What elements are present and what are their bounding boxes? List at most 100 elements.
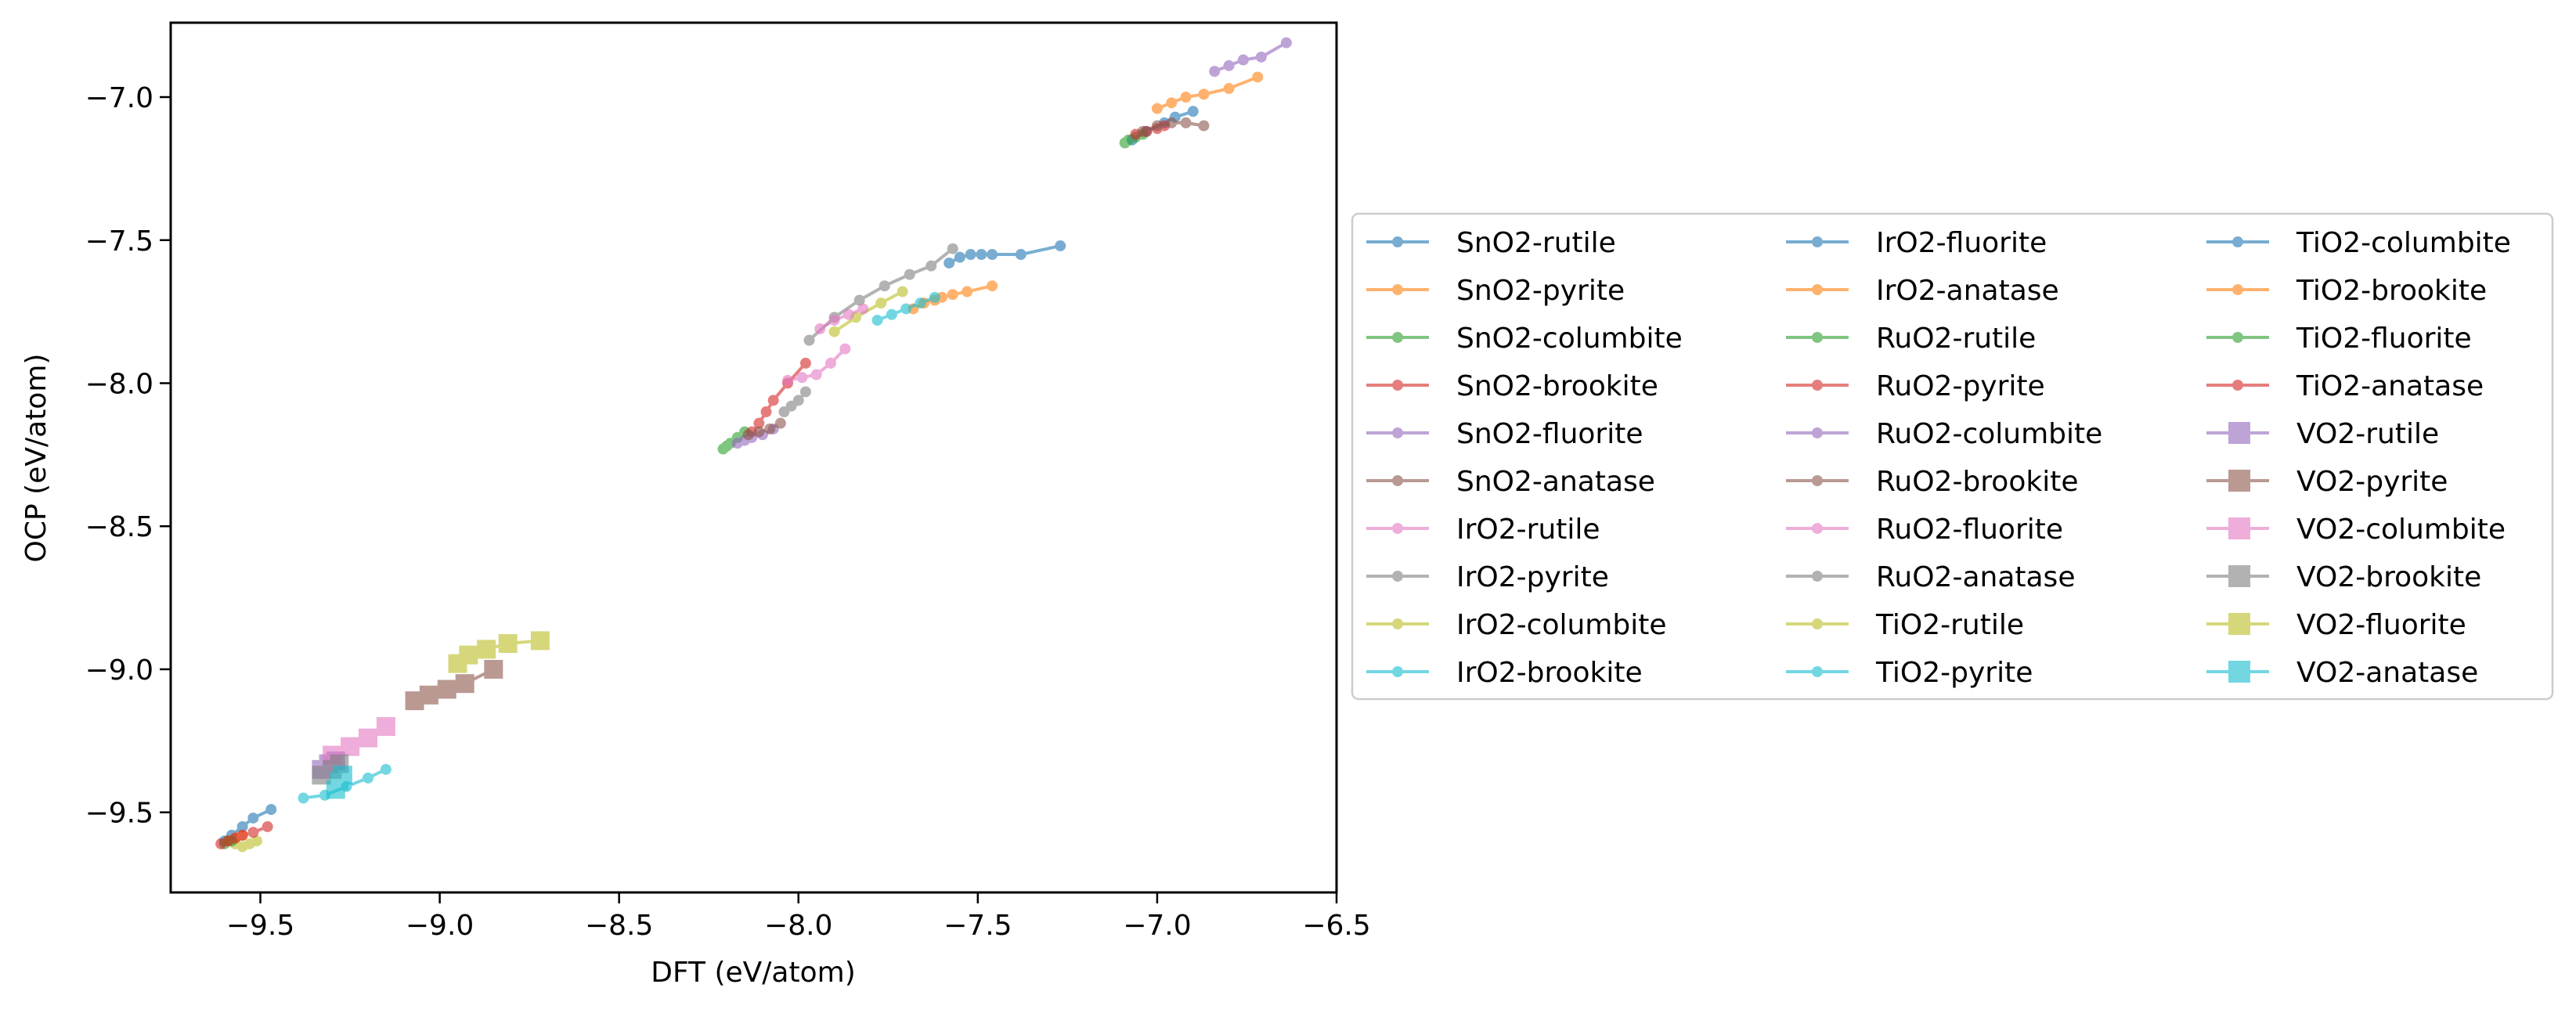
data-point xyxy=(879,280,890,292)
data-point xyxy=(799,386,811,398)
legend-swatch-marker xyxy=(1812,618,1823,629)
legend-swatch-marker xyxy=(2228,470,2250,492)
series-line xyxy=(833,290,904,333)
legend-label: TiO2-brookite xyxy=(2296,275,2487,307)
data-point xyxy=(857,303,869,315)
legend-swatch xyxy=(1786,332,1849,343)
legend-label: TiO2-columbite xyxy=(2296,227,2511,259)
data-point xyxy=(1137,125,1149,137)
data-point xyxy=(943,257,955,269)
legend-label: SnO2-pyrite xyxy=(1456,275,1625,307)
data-point xyxy=(925,260,937,272)
data-point xyxy=(875,297,887,309)
legend-item: IrO2-anatase xyxy=(1786,275,2059,307)
legend-label: VO2-columbite xyxy=(2296,514,2506,546)
data-point xyxy=(803,334,815,346)
legend-label: RuO2-rutile xyxy=(1876,323,2036,355)
legend-swatch xyxy=(1786,236,1849,247)
data-point xyxy=(839,343,851,355)
data-point xyxy=(477,640,496,659)
data-point xyxy=(742,429,754,441)
legend-swatch xyxy=(1786,618,1849,629)
legend-label: SnO2-rutile xyxy=(1456,227,1616,259)
legend-item: TiO2-fluorite xyxy=(2206,323,2472,355)
legend-item: IrO2-fluorite xyxy=(1786,227,2047,259)
legend-swatch xyxy=(2206,661,2269,683)
legend-swatch-marker xyxy=(2228,565,2250,587)
legend-item: RuO2-rutile xyxy=(1786,323,2036,355)
data-point xyxy=(954,251,965,263)
legend-swatch xyxy=(2206,236,2269,247)
legend-item: RuO2-anatase xyxy=(1786,561,2075,593)
data-point xyxy=(236,820,248,832)
data-point xyxy=(810,369,822,380)
legend-item: TiO2-columbite xyxy=(2206,227,2511,259)
legend-item: SnO2-pyrite xyxy=(1366,275,1625,307)
legend-label: IrO2-fluorite xyxy=(1876,227,2047,259)
legend-label: IrO2-brookite xyxy=(1456,657,1643,689)
data-point xyxy=(530,631,550,651)
data-point xyxy=(871,315,883,326)
x-tick-label: −9.0 xyxy=(406,910,474,942)
data-point xyxy=(825,357,837,369)
data-point xyxy=(265,804,277,816)
legend-swatch xyxy=(1786,284,1849,295)
data-point xyxy=(792,395,804,406)
legend-swatch-marker xyxy=(1812,571,1823,582)
legend-item: SnO2-rutile xyxy=(1366,227,1616,259)
data-point xyxy=(897,286,908,297)
data-point xyxy=(484,659,503,679)
legend-label: VO2-brookite xyxy=(2296,561,2481,593)
legend-swatch-marker xyxy=(1812,380,1823,391)
legend-swatch xyxy=(2206,565,2269,587)
legend-swatch xyxy=(1366,571,1429,582)
data-point xyxy=(828,315,840,326)
legend-swatch xyxy=(2206,380,2269,391)
legend-swatch-marker xyxy=(1812,475,1823,486)
legend-swatch-marker xyxy=(2228,613,2250,635)
legend-swatch xyxy=(1366,284,1429,295)
data-point xyxy=(362,772,373,784)
legend-swatch-marker xyxy=(1812,236,1823,247)
data-point xyxy=(886,308,897,320)
legend-swatch xyxy=(2206,517,2269,539)
legend-swatch-marker xyxy=(1392,236,1403,247)
legend-swatch xyxy=(1786,475,1849,486)
series-IrO2-brookite xyxy=(871,291,940,326)
legend-swatch-marker xyxy=(2228,517,2250,539)
legend-swatch xyxy=(1366,380,1429,391)
legend-item: VO2-fluorite xyxy=(2206,609,2466,641)
legend-label: SnO2-brookite xyxy=(1456,370,1658,402)
legend-swatch-marker xyxy=(1392,427,1403,438)
y-axis-ticks: −9.5 −9.0 −8.5 −8.0 −7.5 −7.0 xyxy=(85,82,171,830)
legend-swatch xyxy=(1786,571,1849,582)
data-point xyxy=(1180,92,1192,103)
x-axis-ticks: −9.5 −9.0 −8.5 −8.0 −7.5 −7.0 −6.5 xyxy=(226,892,1371,942)
legend-swatch-marker xyxy=(1812,332,1823,343)
data-point xyxy=(753,417,765,429)
legend-swatch-marker xyxy=(2228,661,2250,683)
legend-item: RuO2-brookite xyxy=(1786,466,2078,498)
data-point xyxy=(799,357,811,369)
data-point xyxy=(947,243,958,254)
legend-swatch-marker xyxy=(2228,422,2250,444)
data-point xyxy=(498,634,518,654)
data-point xyxy=(1187,106,1199,117)
y-tick-label: −8.5 xyxy=(85,511,153,543)
series-SnO2-rutile xyxy=(943,240,1066,269)
legend-swatch-marker xyxy=(1392,571,1403,582)
legend-swatch xyxy=(2206,470,2269,492)
legend-item: TiO2-rutile xyxy=(1786,609,2024,641)
data-point xyxy=(976,249,987,261)
legend-item: VO2-columbite xyxy=(2206,514,2506,546)
series-layer xyxy=(215,37,1292,853)
legend-swatch xyxy=(2206,613,2269,635)
data-point xyxy=(1209,66,1221,78)
x-tick-label: −8.5 xyxy=(585,910,653,942)
data-point xyxy=(1252,71,1264,83)
legend-item: VO2-pyrite xyxy=(2206,466,2448,498)
legend-item: IrO2-pyrite xyxy=(1366,561,1609,593)
series-line xyxy=(819,307,864,330)
legend-swatch-marker xyxy=(1812,523,1823,534)
series-TiO2-anatase xyxy=(215,820,273,849)
